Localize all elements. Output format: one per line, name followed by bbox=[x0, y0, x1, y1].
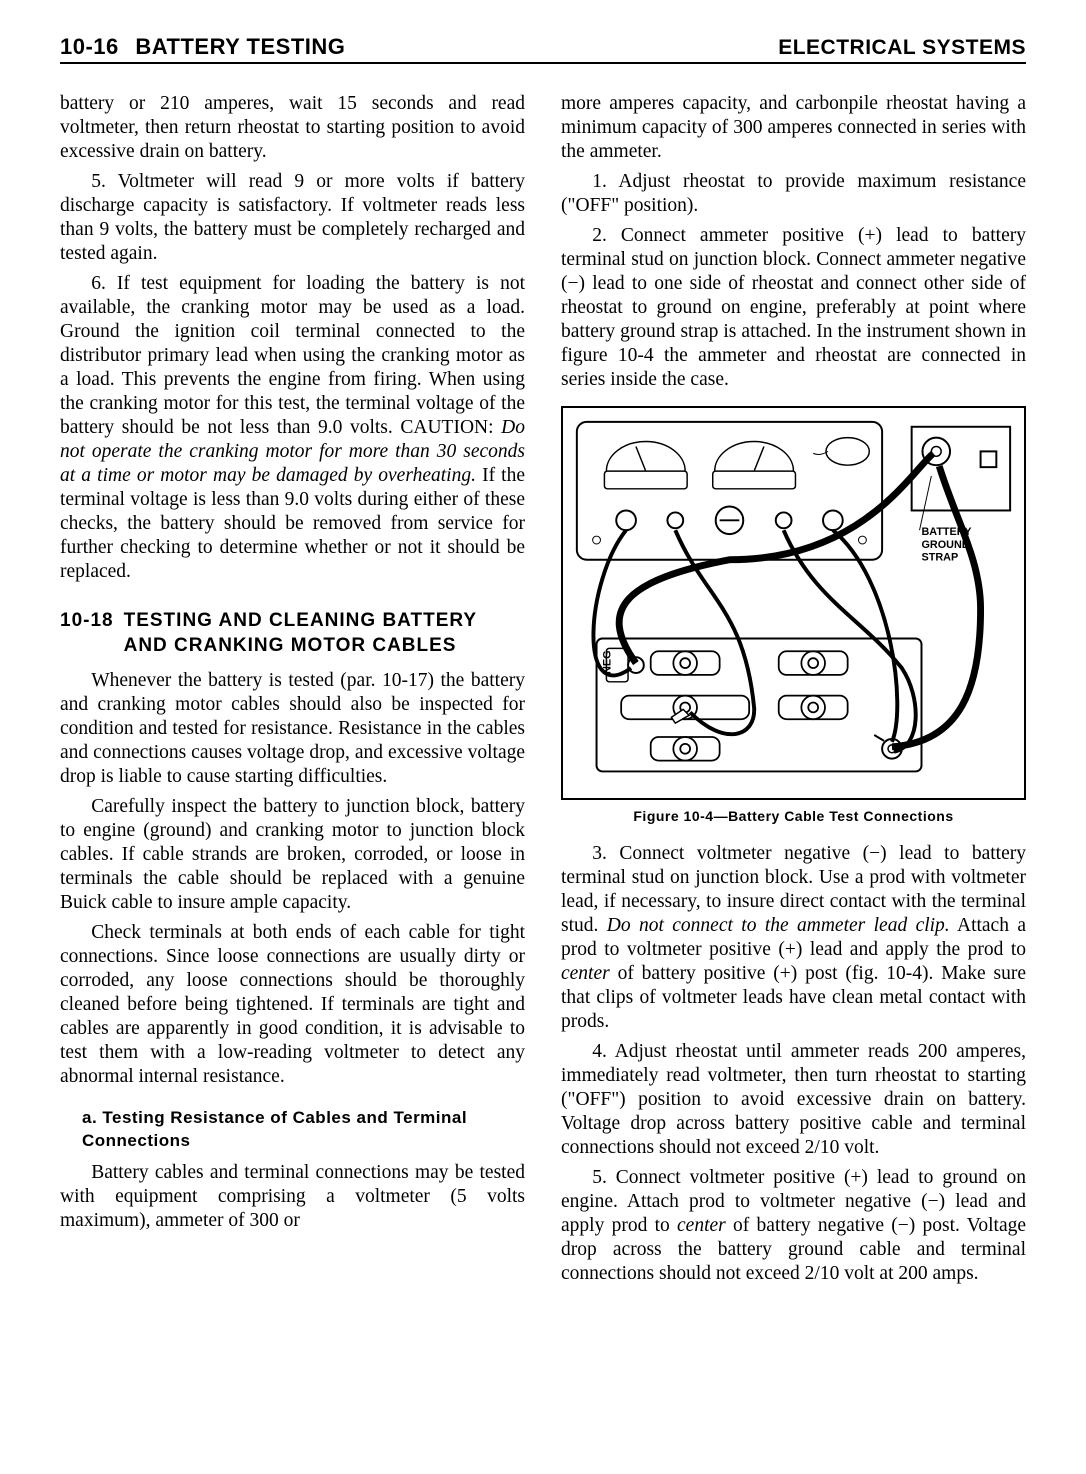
figure-10-4: BATTERY GROUND STRAP bbox=[561, 406, 1026, 800]
para: battery or 210 amperes, wait 15 seconds … bbox=[60, 92, 525, 164]
right-column: more amperes capacity, and carbonpile rh… bbox=[561, 92, 1026, 1292]
left-column: battery or 210 amperes, wait 15 seconds … bbox=[60, 92, 525, 1292]
section-title: TESTING AND CLEANING BATTERY AND CRANKIN… bbox=[124, 608, 525, 659]
para: 5. Voltmeter will read 9 or more volts i… bbox=[60, 170, 525, 266]
figure-label: GROUND bbox=[921, 539, 969, 551]
columns: battery or 210 amperes, wait 15 seconds … bbox=[60, 92, 1026, 1292]
section-heading: 10-18 TESTING AND CLEANING BATTERY AND C… bbox=[60, 608, 525, 659]
para: Whenever the battery is tested (par. 10-… bbox=[60, 669, 525, 789]
figure-caption: Figure 10-4—Battery Cable Test Connectio… bbox=[561, 808, 1026, 824]
para: 3. Connect voltmeter negative (−) lead t… bbox=[561, 842, 1026, 1034]
figure-label: STRAP bbox=[921, 552, 958, 564]
para: more amperes capacity, and carbonpile rh… bbox=[561, 92, 1026, 164]
header-right: ELECTRICAL SYSTEMS bbox=[778, 36, 1026, 60]
text: 6. If test equipment for loading the bat… bbox=[60, 273, 525, 438]
text: of battery positive (+) post (fig. 10-4)… bbox=[561, 963, 1026, 1032]
para: 4. Adjust rheostat until ammeter reads 2… bbox=[561, 1040, 1026, 1160]
page-header: 10-16 BATTERY TESTING ELECTRICAL SYSTEMS bbox=[60, 34, 1026, 64]
para: 6. If test equipment for loading the bat… bbox=[60, 272, 525, 584]
header-left: 10-16 BATTERY TESTING bbox=[60, 34, 345, 60]
para: 1. Adjust rheostat to provide maximum re… bbox=[561, 170, 1026, 218]
para: Battery cables and terminal connections … bbox=[60, 1161, 525, 1233]
emphasis: center bbox=[677, 1215, 726, 1236]
page: 10-16 BATTERY TESTING ELECTRICAL SYSTEMS… bbox=[0, 0, 1086, 1474]
para: 2. Connect ammeter positive (+) lead to … bbox=[561, 224, 1026, 392]
emphasis: center bbox=[561, 963, 610, 984]
section-number: 10-18 bbox=[60, 608, 114, 659]
sub-heading: a. Testing Resistance of Cables and Term… bbox=[82, 1107, 525, 1153]
figure-illustration: BATTERY GROUND STRAP bbox=[567, 412, 1020, 786]
para: Check terminals at both ends of each cab… bbox=[60, 921, 525, 1089]
emphasis: Do not connect to the ammeter lead clip. bbox=[607, 915, 950, 936]
page-number: 10-16 bbox=[60, 34, 119, 59]
para: Carefully inspect the battery to junctio… bbox=[60, 795, 525, 915]
para: 5. Connect voltmeter positive (+) lead t… bbox=[561, 1166, 1026, 1286]
left-title: BATTERY TESTING bbox=[135, 34, 345, 59]
